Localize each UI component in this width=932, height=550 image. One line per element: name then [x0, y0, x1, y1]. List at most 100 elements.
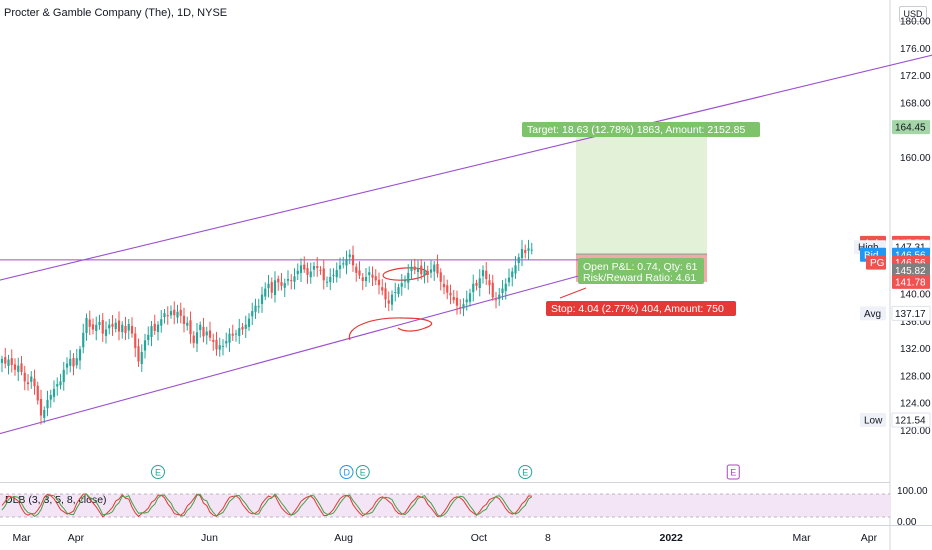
- candle-body: [244, 324, 247, 329]
- candle-body: [501, 288, 504, 293]
- candle-body: [186, 322, 189, 326]
- candle-body: [7, 359, 10, 366]
- event-marker-earnings: E: [522, 468, 528, 478]
- candle-body: [283, 283, 286, 288]
- candle-body: [498, 294, 501, 300]
- candle-body: [387, 300, 390, 304]
- candle-body: [20, 363, 23, 372]
- candle-body: [413, 266, 416, 271]
- candle-body: [446, 285, 449, 293]
- chart-title: Procter & Gamble Company (The), 1D, NYSE: [4, 7, 228, 19]
- candle-body: [156, 324, 160, 332]
- time-axis-label: Apr: [68, 532, 85, 544]
- candle-body: [72, 358, 75, 367]
- candle-body: [394, 291, 397, 293]
- price-tag-bg: [892, 120, 930, 135]
- candle-body: [296, 270, 299, 275]
- price-tag-value: 121.54: [895, 415, 926, 426]
- candle-body: [10, 358, 13, 365]
- stop-label-bg: [546, 301, 736, 316]
- candle-body: [530, 249, 533, 251]
- candle-body: [361, 277, 364, 282]
- candle-body: [257, 306, 260, 308]
- candle-body: [130, 325, 134, 334]
- annotation-scribble: [348, 317, 433, 341]
- price-tick-label: 172.00: [900, 71, 931, 82]
- candle-body: [30, 376, 33, 382]
- candle-body: [251, 311, 254, 317]
- candle-body: [345, 259, 348, 266]
- price-tick-label: 128.00: [900, 371, 931, 382]
- candle-body: [280, 282, 283, 286]
- candle-body: [127, 324, 130, 331]
- target-label: Target: 18.63 (12.78%) 1863, Amount: 215…: [527, 124, 745, 136]
- candle-body: [355, 266, 358, 273]
- candle-body: [491, 282, 494, 298]
- candle-body: [426, 270, 429, 275]
- event-marker-earnings: E: [360, 468, 366, 478]
- time-axis-label: Jun: [201, 532, 218, 544]
- candle-body: [182, 315, 186, 325]
- price-tick-label: 180.00: [900, 17, 931, 28]
- candle-body: [342, 263, 345, 265]
- pnl-label: Open P&L: 0.74, Qty: 61: [583, 261, 698, 273]
- price-tick-label: 120.00: [900, 426, 931, 437]
- candle-body: [150, 326, 153, 337]
- price-tick-label: 160.00: [900, 153, 931, 164]
- candle-body: [121, 324, 124, 333]
- event-marker-dividend: D: [344, 468, 351, 478]
- price-tag-bg: [891, 412, 931, 428]
- candle-body: [312, 266, 316, 270]
- candle-body: [101, 320, 104, 334]
- candle-body: [475, 282, 478, 286]
- candle-body: [481, 270, 485, 277]
- time-axis-label: 2022: [660, 532, 684, 544]
- candle-body: [407, 272, 410, 283]
- candle-body: [514, 265, 517, 274]
- candle-body: [423, 270, 426, 276]
- candle-body: [520, 248, 524, 259]
- price-tag-label: Avg: [864, 309, 881, 320]
- price-tag-value: 137.17: [895, 309, 926, 320]
- candle-body: [338, 265, 342, 270]
- candle-body: [449, 292, 452, 296]
- candle-body: [4, 357, 7, 364]
- candle-body: [309, 271, 312, 278]
- candle-body: [62, 369, 65, 383]
- candle-body: [371, 274, 374, 278]
- candle-body: [140, 352, 143, 364]
- time-axis-label: Mar: [13, 532, 32, 544]
- candle-body: [368, 272, 371, 276]
- candle-body: [46, 399, 49, 409]
- event-marker-bg: [518, 465, 533, 479]
- candle-body: [290, 280, 293, 282]
- candle-body: [459, 307, 462, 309]
- candle-body: [176, 311, 179, 318]
- candle-body: [238, 328, 241, 336]
- indicator-fast-line: [1, 493, 532, 518]
- candle-body: [332, 274, 335, 276]
- target-zone: [576, 127, 707, 255]
- time-axis-label: 8: [545, 532, 551, 544]
- candle-body: [322, 268, 325, 281]
- candle-body: [179, 309, 182, 316]
- candle-body: [215, 339, 218, 350]
- candle-body: [358, 270, 361, 276]
- candle-body: [260, 294, 264, 304]
- candle-body: [0, 358, 4, 363]
- candle-body: [195, 332, 199, 344]
- price-tag-label-bg: [860, 412, 886, 427]
- candle-body: [231, 333, 234, 336]
- candle-body: [23, 372, 26, 382]
- candle-body: [169, 311, 173, 316]
- candle-body: [374, 276, 377, 281]
- candle-body: [485, 270, 488, 279]
- candle-body: [104, 329, 108, 336]
- candle-body: [377, 279, 381, 286]
- candle-body: [524, 249, 527, 254]
- candle-body: [225, 341, 228, 344]
- currency-label[interactable]: USD: [899, 6, 927, 22]
- candle-body: [416, 268, 420, 272]
- candle-body: [117, 320, 121, 332]
